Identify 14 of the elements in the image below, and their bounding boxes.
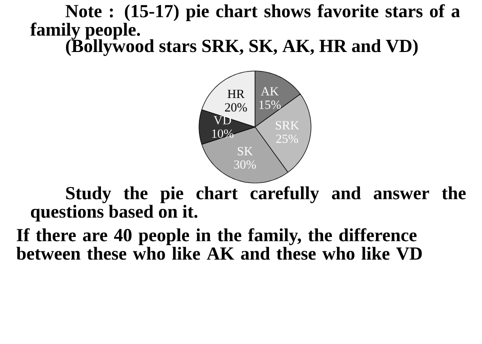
text: If there are 40 people in the family, the difference between these who like AK and these who like VD: [16, 228, 422, 260]
slice-label: HR: [228, 90, 245, 98]
slice-label: VD: [214, 116, 232, 124]
data-label: 20%: [225, 103, 247, 112]
slice-label: AK: [260, 87, 279, 96]
chart-title: Note : (15-17) pie chart shows favorite stars of a family people.: [30, 4, 460, 40]
chart-subtitle: (Bollywood stars SRK, SK, AK, HR and VD): [66, 39, 418, 56]
data-label: 30%: [234, 160, 256, 169]
data-label: 25%: [276, 134, 298, 144]
slice-label: SK: [238, 146, 253, 156]
data-label: 10%: [212, 129, 234, 138]
slice-label: SRK: [276, 121, 300, 130]
text: Study the pie chart carefully and answer the questions based on it.: [30, 186, 466, 222]
data-label: 15%: [259, 100, 281, 109]
